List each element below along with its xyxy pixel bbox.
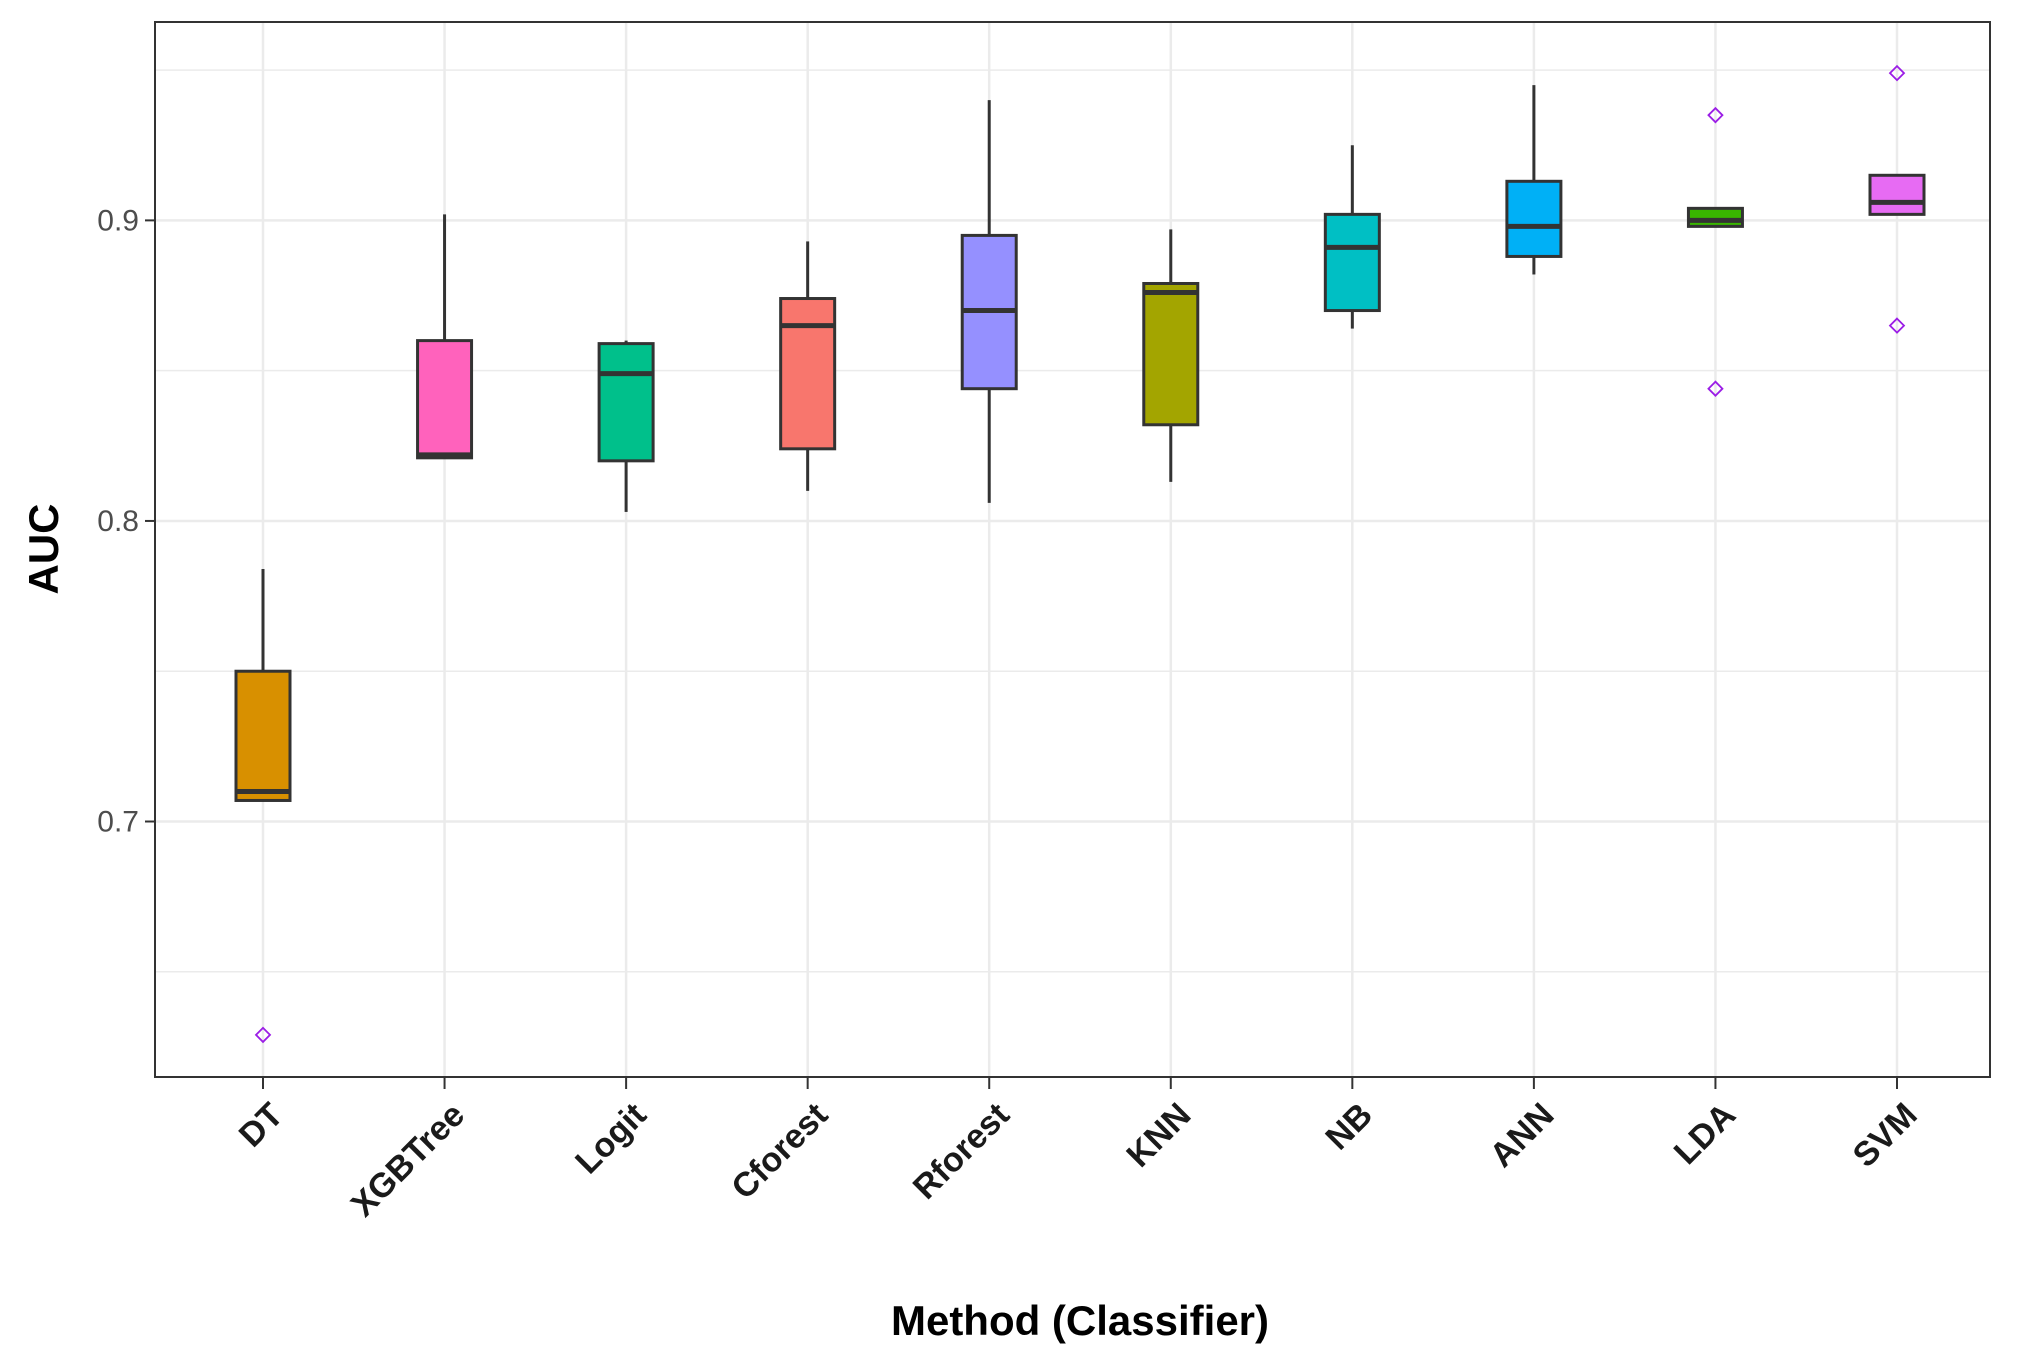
plot-panel-background (155, 22, 1990, 1077)
box-logit (597, 340, 655, 512)
x-tick-label: NB (1318, 1096, 1380, 1158)
plot-panel-border (154, 21, 1991, 1078)
box-knn (1142, 229, 1200, 482)
outlier-point (1888, 64, 1906, 82)
y-axis-title: AUC (20, 504, 67, 595)
major-gridlines (155, 22, 1990, 1077)
x-axis-title: Method (Classifier) (891, 1297, 1269, 1344)
x-axis: DT XGBTree Logit Cforest Rforest KNN NB ANN LDA S… (232, 1077, 1925, 1224)
box-lda (1686, 106, 1744, 397)
box-iqr (416, 339, 474, 460)
box-iqr (597, 342, 655, 463)
box-nb (1323, 145, 1381, 329)
box-iqr (779, 297, 837, 451)
x-tick-label: DT (232, 1096, 291, 1155)
box-iqr (1505, 179, 1563, 258)
y-tick-label: 0.9 (97, 204, 139, 237)
box-iqr (1868, 173, 1926, 216)
y-tick-label: 0.8 (97, 505, 139, 538)
x-tick-label: ANN (1483, 1096, 1562, 1175)
y-axis: 0.7 0.8 0.9 (97, 204, 155, 839)
x-tick-label: Logit (568, 1096, 654, 1182)
outlier-point (254, 1026, 272, 1044)
box-rforest (960, 100, 1018, 503)
box-iqr (234, 669, 292, 802)
x-tick-label: Rforest (906, 1096, 1017, 1207)
box-xgbtree (416, 214, 474, 460)
box-iqr (1142, 281, 1200, 427)
x-tick-label: SVM (1846, 1096, 1925, 1175)
outlier-point (1707, 380, 1724, 397)
box-ann (1505, 85, 1563, 275)
x-tick-label: XGBTree (344, 1096, 472, 1224)
box-iqr (1323, 212, 1381, 313)
box-cforest (779, 241, 837, 491)
box-series (234, 64, 1926, 1044)
box-svm (1868, 64, 1926, 334)
box-iqr (1686, 206, 1744, 228)
outlier-point (1888, 317, 1906, 334)
x-tick-label: LDA (1667, 1096, 1743, 1172)
x-tick-label: Cforest (724, 1096, 835, 1207)
x-tick-label: KNN (1119, 1096, 1198, 1175)
box-dt (234, 569, 292, 1044)
y-tick-label: 0.7 (97, 806, 139, 839)
outlier-point (1707, 106, 1724, 124)
